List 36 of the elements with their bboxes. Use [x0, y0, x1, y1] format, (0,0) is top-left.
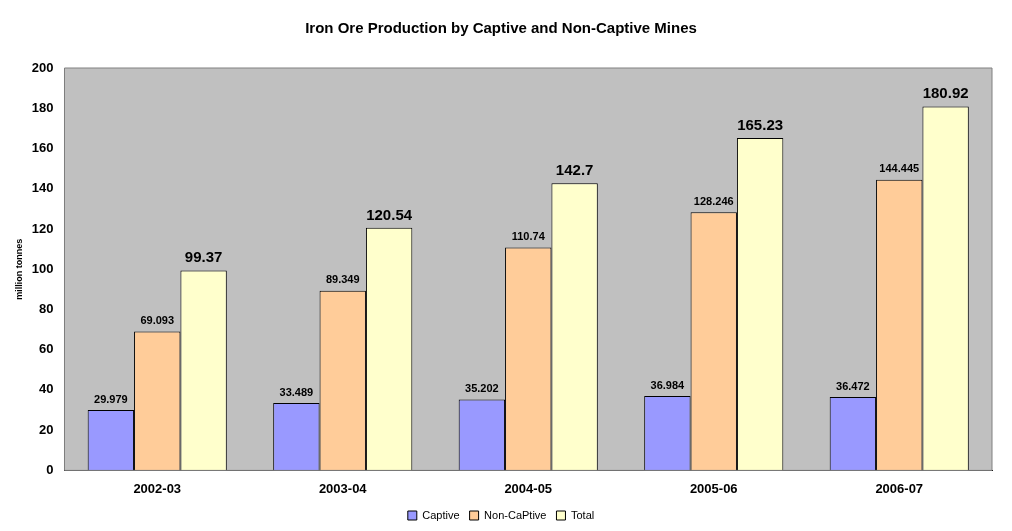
- data-label: 165.23: [737, 115, 784, 133]
- data-label: 110.74: [511, 230, 546, 243]
- chart-title: Iron Ore Production by Captive and Non-Captive Mines: [305, 19, 697, 37]
- data-label: 36.984: [650, 378, 686, 391]
- data-label: 128.246: [693, 194, 734, 207]
- y-tick-label: 120: [31, 220, 54, 236]
- legend-label: Captive: [422, 508, 460, 521]
- y-tick-label: 100: [31, 260, 54, 276]
- legend-label: Total: [570, 508, 595, 521]
- y-tick-label: 160: [31, 140, 54, 156]
- data-label: 144.445: [879, 162, 920, 175]
- data-label: 35.202: [465, 382, 499, 395]
- y-tick-label: 20: [39, 421, 54, 437]
- data-label: 99.37: [184, 248, 223, 266]
- y-tick-label: 80: [39, 301, 54, 317]
- x-tick-label: 2006-07: [875, 480, 924, 496]
- legend-label: Non-CaPtive: [484, 508, 547, 521]
- y-axis-title: million tonnes: [13, 238, 24, 300]
- data-label: 69.093: [140, 313, 175, 326]
- data-label: 120.54: [366, 205, 413, 223]
- data-label: 33.489: [279, 385, 314, 398]
- data-label: 180.92: [922, 84, 969, 102]
- y-tick-label: 180: [31, 99, 54, 115]
- data-label: 142.7: [555, 160, 594, 178]
- data-label: 29.979: [94, 392, 128, 405]
- y-tick-label: 140: [31, 180, 54, 196]
- x-tick-label: 2003-04: [318, 480, 368, 496]
- x-tick-label: 2004-05: [504, 480, 553, 496]
- x-tick-label: 2005-06: [689, 480, 738, 496]
- x-tick-label: 2002-03: [133, 480, 182, 496]
- data-label: 89.349: [325, 273, 360, 286]
- y-tick-label: 40: [39, 381, 54, 397]
- y-tick-label: 60: [39, 341, 54, 357]
- y-tick-label: 0: [46, 461, 54, 477]
- data-label: 36.472: [836, 379, 870, 392]
- y-tick-label: 200: [31, 59, 54, 75]
